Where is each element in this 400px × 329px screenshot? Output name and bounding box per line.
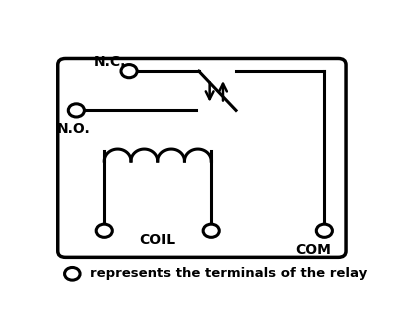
Text: N.O.: N.O. bbox=[56, 122, 90, 136]
Text: COIL: COIL bbox=[140, 233, 176, 247]
Text: represents the terminals of the relay: represents the terminals of the relay bbox=[90, 267, 368, 280]
FancyBboxPatch shape bbox=[58, 59, 346, 257]
Text: N.C.: N.C. bbox=[94, 55, 126, 69]
Circle shape bbox=[121, 64, 137, 78]
Text: COM: COM bbox=[296, 243, 332, 257]
Circle shape bbox=[96, 224, 112, 237]
Circle shape bbox=[203, 224, 219, 237]
Circle shape bbox=[68, 104, 84, 117]
Circle shape bbox=[316, 224, 332, 237]
Circle shape bbox=[64, 267, 80, 280]
